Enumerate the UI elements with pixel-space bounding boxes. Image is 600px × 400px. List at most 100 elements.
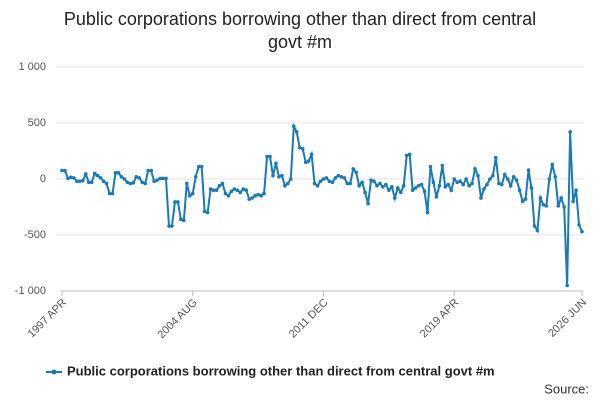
data-point — [92, 171, 97, 176]
data-point — [75, 179, 79, 184]
data-point — [452, 177, 457, 181]
data-point — [89, 180, 94, 185]
data-point — [268, 154, 272, 159]
data-point — [176, 200, 180, 204]
data-point — [577, 223, 581, 227]
data-point — [381, 185, 385, 189]
data-point — [306, 159, 311, 163]
data-point — [256, 192, 260, 197]
data-point — [179, 217, 183, 222]
data-line — [62, 122, 583, 286]
data-point — [345, 181, 350, 186]
data-point — [104, 181, 109, 186]
data-point — [289, 177, 293, 181]
data-point — [232, 187, 237, 191]
data-point — [499, 182, 504, 187]
data-point — [446, 182, 451, 187]
data-point — [568, 130, 572, 134]
data-point — [419, 182, 424, 187]
data-point — [366, 201, 370, 206]
data-point — [161, 176, 165, 181]
data-point — [250, 196, 254, 200]
data-point — [134, 174, 139, 179]
data-point — [113, 171, 118, 175]
data-point — [369, 178, 373, 182]
data-point — [532, 224, 537, 228]
data-point — [324, 176, 329, 180]
data-point — [553, 174, 558, 179]
data-point — [455, 180, 460, 185]
data-point — [502, 172, 507, 177]
data-point — [271, 173, 275, 178]
data-point — [81, 178, 85, 183]
data-point — [529, 186, 534, 190]
data-point — [190, 191, 195, 196]
data-point — [449, 188, 454, 192]
data-point — [378, 181, 382, 186]
data-point — [220, 181, 225, 186]
data-point — [437, 183, 442, 188]
data-point — [333, 176, 338, 180]
data-point — [63, 168, 67, 173]
y-tick-label: 1 000 — [18, 61, 46, 73]
data-point — [574, 188, 578, 192]
data-point — [541, 202, 546, 207]
data-point — [315, 183, 320, 188]
data-point — [208, 187, 213, 191]
data-point — [336, 173, 341, 178]
data-point — [565, 283, 569, 288]
data-point — [274, 161, 278, 166]
x-tick-label: 2004 AUG — [156, 297, 200, 341]
data-point — [193, 174, 198, 179]
data-point — [309, 152, 314, 157]
data-point — [425, 210, 430, 215]
data-point — [140, 180, 145, 185]
data-point — [294, 130, 299, 134]
data-point — [387, 188, 391, 192]
data-point — [280, 173, 284, 178]
data-point — [122, 177, 127, 181]
source-label: Source: — [544, 381, 589, 396]
data-point — [467, 183, 471, 188]
data-point — [244, 188, 249, 192]
data-point — [523, 197, 528, 201]
data-point — [253, 194, 257, 198]
data-point — [214, 188, 219, 192]
data-point — [398, 190, 403, 195]
data-point — [520, 199, 525, 204]
data-point — [375, 183, 379, 188]
data-point — [321, 177, 326, 181]
data-point — [300, 146, 305, 151]
data-point — [66, 176, 70, 181]
data-point — [580, 229, 584, 234]
data-point — [146, 168, 150, 173]
data-point — [440, 163, 445, 168]
data-point — [318, 179, 323, 184]
data-point — [488, 177, 492, 181]
data-point — [458, 179, 462, 184]
data-point — [497, 181, 501, 186]
data-point — [538, 196, 543, 200]
data-point — [259, 194, 263, 198]
data-point — [550, 162, 555, 167]
data-point — [360, 180, 364, 185]
data-point — [511, 174, 516, 179]
data-point — [283, 183, 287, 188]
data-point — [149, 168, 153, 173]
data-point — [303, 160, 308, 164]
chart-title: Public corporations borrowing other than… — [63, 9, 537, 52]
legend-marker — [51, 369, 57, 375]
data-point — [443, 185, 448, 189]
data-point — [217, 183, 222, 188]
legend-label: Public corporations borrowing other than… — [67, 363, 495, 378]
data-point — [330, 180, 335, 185]
data-point — [86, 180, 91, 185]
data-point — [562, 205, 566, 209]
data-point — [422, 189, 427, 194]
data-point — [476, 173, 480, 178]
x-tick-label: 2026 JUN — [546, 297, 589, 340]
data-point — [464, 177, 468, 181]
data-point — [187, 194, 192, 198]
data-point — [158, 176, 162, 181]
